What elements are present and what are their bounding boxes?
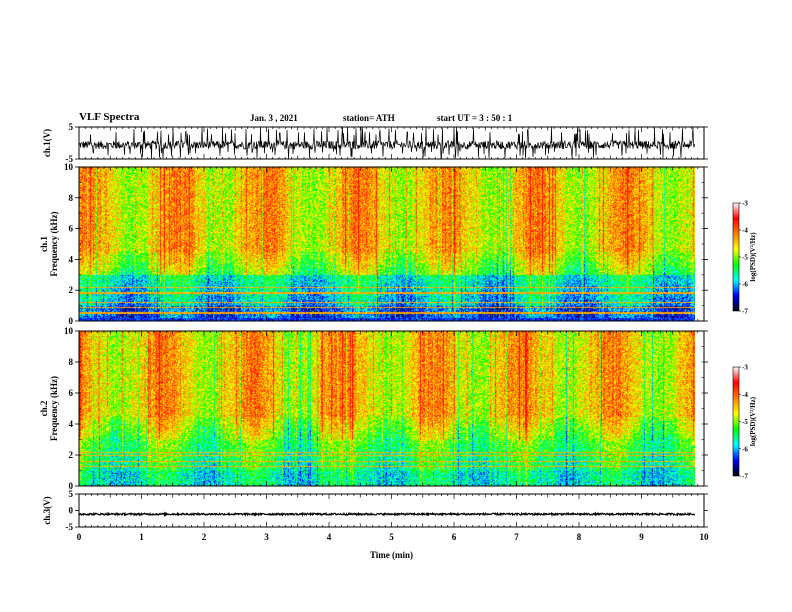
x-axis-label: Time (min)	[370, 550, 413, 560]
y-tick-label: -5	[66, 522, 74, 532]
y-tick-label: 0	[69, 481, 74, 491]
y-axis-label: ch.1(V)	[42, 129, 52, 157]
spectrogram-ch1	[79, 167, 695, 321]
y-tick-label: 6	[69, 388, 74, 398]
date-label: Jan. 3 , 2021	[250, 113, 298, 123]
colorbar-tick-label: -6	[742, 281, 748, 289]
x-tick-label: 8	[577, 532, 582, 542]
y-axis-label-channel: ch.2	[39, 400, 49, 416]
colorbar-2	[732, 366, 740, 477]
y-axis-label-frequency: Frequency (kHz)	[49, 376, 59, 441]
y-axis-label-frequency: Frequency (kHz)	[49, 211, 59, 276]
y-tick-label: 8	[69, 193, 74, 203]
y-tick-label: 0	[69, 316, 74, 326]
x-tick-label: 7	[514, 532, 519, 542]
y-axis-label-channel: ch.1	[39, 236, 49, 252]
ch1-waveform	[78, 126, 695, 159]
x-tick-label: 5	[389, 532, 394, 542]
figure-title: VLF Spectra	[79, 111, 140, 123]
y-tick-label: 4	[69, 419, 74, 429]
x-tick-label: 10	[700, 532, 710, 542]
y-tick-label: 0	[69, 506, 74, 516]
colorbar-label: log(PSD)(V²/Hz)	[749, 396, 757, 446]
x-tick-label: 4	[327, 532, 332, 542]
colorbar-tick-label: -3	[742, 364, 748, 372]
colorbar-tick-label: -5	[742, 254, 748, 262]
colorbar-tick-label: -7	[742, 473, 748, 481]
y-tick-label: 8	[69, 357, 74, 367]
colorbar-tick-label: -6	[742, 445, 748, 453]
y-axis-label: ch.3(V)	[42, 496, 52, 524]
x-tick-label: 0	[77, 532, 82, 542]
y-tick-label: 4	[69, 254, 74, 264]
x-tick-label: 2	[202, 532, 207, 542]
colorbar-tick-label: -7	[742, 308, 748, 316]
colorbar-tick-label: -4	[742, 391, 748, 399]
colorbar-label: log(PSD)(V²/Hz)	[749, 232, 757, 282]
y-tick-label: 2	[69, 450, 74, 460]
y-tick-label: 5	[69, 122, 74, 132]
colorbar-1	[732, 202, 740, 312]
y-tick-label: 5	[69, 489, 74, 499]
y-tick-label: 10	[64, 326, 74, 336]
x-tick-label: 6	[452, 532, 457, 542]
y-tick-label: -5	[66, 154, 74, 164]
spectrogram-ch2	[79, 331, 695, 486]
y-tick-label: 2	[69, 285, 74, 295]
colorbar-tick-label: -5	[742, 418, 748, 426]
x-tick-label: 9	[639, 532, 644, 542]
station-label: station= ATH	[343, 113, 395, 123]
y-tick-label: 6	[69, 224, 74, 234]
ch3-waveform	[78, 511, 696, 518]
colorbar-tick-label: -3	[742, 200, 748, 208]
x-tick-label: 1	[139, 532, 144, 542]
x-tick-label: 3	[264, 532, 269, 542]
colorbar-tick-label: -4	[742, 227, 748, 235]
data-layer	[78, 126, 696, 518]
y-tick-label: 10	[64, 162, 74, 172]
start-time-label: start UT = 3 : 50 : 1	[437, 113, 513, 123]
